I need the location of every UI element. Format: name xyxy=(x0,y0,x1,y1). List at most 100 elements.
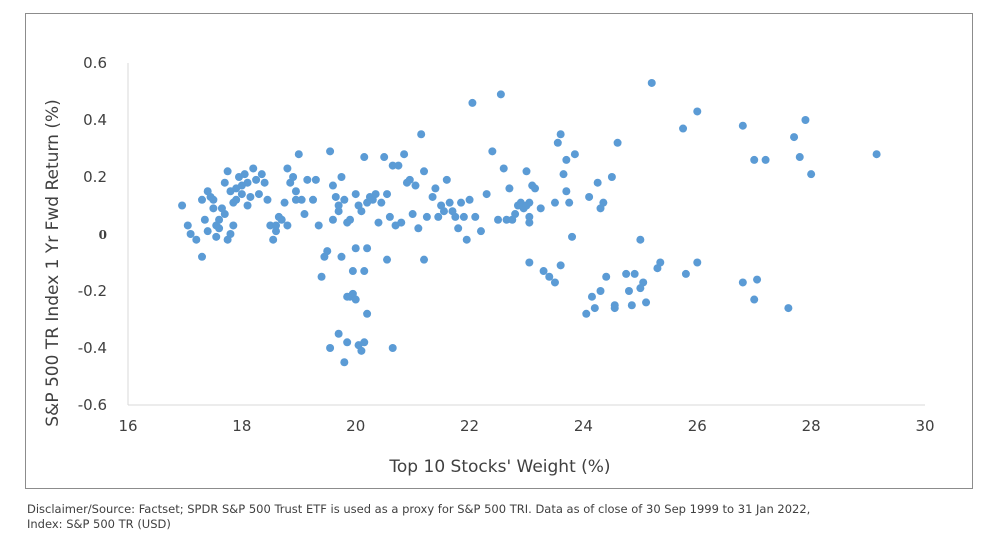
scatter-point xyxy=(272,221,281,230)
scatter-point xyxy=(602,272,611,281)
scatter-point xyxy=(596,287,605,295)
scatter-point xyxy=(738,121,747,130)
scatter-point xyxy=(593,178,602,187)
scatter-point xyxy=(422,212,431,221)
scatter-point xyxy=(445,198,454,207)
scatter-point xyxy=(343,292,352,301)
scatter-point xyxy=(337,252,346,261)
scatter-point xyxy=(246,192,255,201)
scatter-point xyxy=(243,201,252,210)
scatter-point xyxy=(383,190,392,199)
scatter-point xyxy=(681,269,690,278)
scatter-point xyxy=(499,164,508,173)
scatter-point xyxy=(357,346,366,355)
scatter-point xyxy=(434,212,443,221)
y-tick-labels: 0.6 0.4 0.2 0 -0.2 -0.4 -0.6 xyxy=(78,54,107,414)
scatter-point xyxy=(331,192,340,201)
scatter-point xyxy=(568,232,577,241)
scatter-point xyxy=(309,195,318,204)
scatter-point xyxy=(363,309,372,318)
scatter-point xyxy=(240,170,249,179)
scatter-point xyxy=(346,215,355,224)
footnote: Disclaimer/Source: Factset; SPDR S&P 500… xyxy=(27,502,967,532)
scatter-point xyxy=(431,184,440,193)
scatter-point xyxy=(647,78,656,87)
scatter-point xyxy=(414,224,423,233)
scatter-point xyxy=(562,187,571,196)
scatter-point xyxy=(539,267,548,276)
scatter-point xyxy=(300,210,309,219)
scatter-point xyxy=(525,218,534,227)
scatter-point xyxy=(505,184,514,193)
scatter-point xyxy=(553,138,562,147)
scatter-point xyxy=(420,255,429,264)
scatter-point xyxy=(525,258,534,267)
scatter-point xyxy=(254,190,263,199)
scatter-point xyxy=(263,195,272,204)
y-tick-label: 0.6 xyxy=(83,54,107,72)
scatter-point xyxy=(679,124,688,133)
scatter-point xyxy=(471,212,480,221)
x-tick-label: 26 xyxy=(688,417,707,435)
scatter-point xyxy=(559,170,568,179)
scatter-point xyxy=(550,198,559,207)
scatter-point xyxy=(590,304,599,313)
scatter-point xyxy=(283,164,292,173)
scatter-point xyxy=(328,181,337,190)
scatter-point xyxy=(280,198,289,207)
scatter-point xyxy=(385,212,394,221)
scatter-point xyxy=(562,155,571,164)
scatter-point xyxy=(428,192,437,201)
scatter-point xyxy=(613,138,622,147)
scatter-point xyxy=(502,215,511,224)
scatter-point xyxy=(622,269,631,278)
scatter-point xyxy=(291,187,300,196)
scatter-point xyxy=(334,329,343,338)
scatter-point xyxy=(328,215,337,224)
scatter-point xyxy=(408,210,417,219)
scatter-point xyxy=(454,224,463,233)
scatter-point xyxy=(277,215,286,224)
scatter-point xyxy=(400,150,409,159)
scatter-point xyxy=(212,232,221,241)
scatter-point xyxy=(397,218,406,227)
y-axis-title: S&P 500 TR Index 1 Yr Fwd Return (%) xyxy=(43,99,63,426)
scatter-point xyxy=(314,221,323,230)
scatter-point xyxy=(178,201,187,210)
scatter-point xyxy=(417,130,426,139)
x-tick-label: 30 xyxy=(915,417,934,435)
scatter-point xyxy=(377,198,386,207)
scatter-point xyxy=(556,261,565,270)
scatter-point xyxy=(337,173,346,181)
scatter-point xyxy=(303,175,312,184)
scatter-point xyxy=(260,178,269,187)
footnote-line-2: Index: S&P 500 TR (USD) xyxy=(27,517,171,531)
scatter-point xyxy=(496,90,505,99)
scatter-point xyxy=(215,224,224,233)
scatter-point xyxy=(326,344,335,352)
scatter-point xyxy=(545,272,554,281)
scatter-point xyxy=(511,210,520,219)
scatter-point xyxy=(257,170,266,179)
scatter-point xyxy=(465,195,474,204)
scatter-point xyxy=(203,227,212,236)
scatter-point xyxy=(468,98,477,107)
scatter-point xyxy=(360,338,369,347)
scatter-point xyxy=(209,195,218,204)
x-tick-labels: 16 18 20 22 24 26 28 30 xyxy=(118,417,934,435)
scatter-point xyxy=(380,153,389,162)
x-tick-label: 18 xyxy=(232,417,251,435)
scatter-point xyxy=(624,287,633,295)
scatter-point xyxy=(215,215,224,224)
scatter-point xyxy=(442,175,451,184)
scatter-point xyxy=(457,198,466,207)
scatter-point xyxy=(223,167,232,176)
scatter-point xyxy=(334,207,343,216)
scatter-point xyxy=(223,235,232,244)
scatter-point xyxy=(237,181,246,190)
scatter-point xyxy=(192,235,201,244)
y-tick-label: -0.6 xyxy=(78,396,107,414)
scatter-point xyxy=(795,153,804,162)
scatter-point xyxy=(394,161,403,170)
